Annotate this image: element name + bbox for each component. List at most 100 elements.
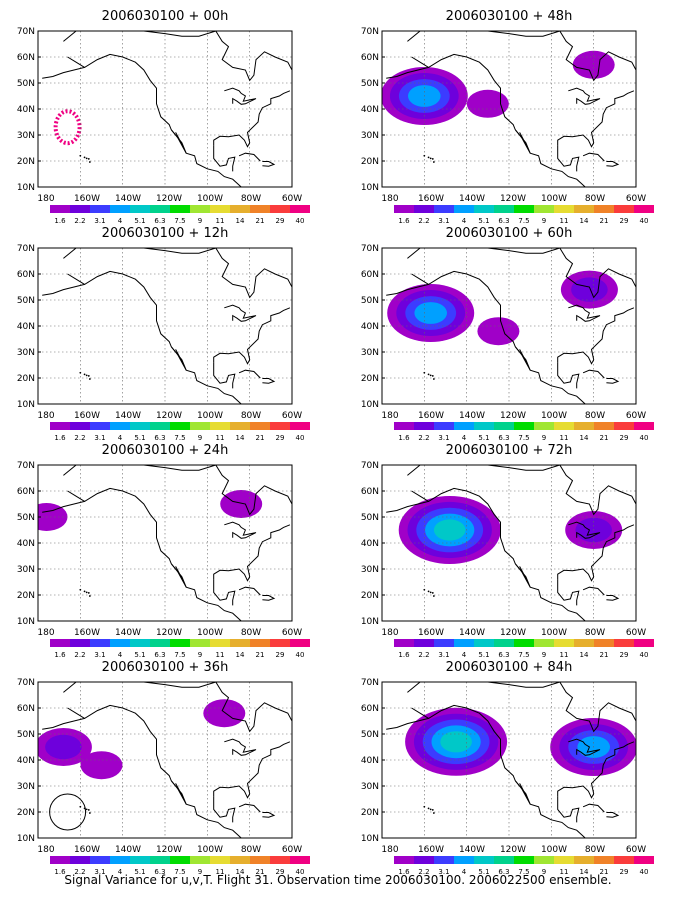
legend-swatch	[250, 639, 270, 647]
map-panel-7: 2006030100 + 84h 10N 20N 30N 40N 50N 60N 70N 180…	[361, 660, 654, 876]
legend-swatch	[514, 639, 534, 647]
legend-swatch	[90, 856, 110, 864]
legend-label: 2.2	[74, 651, 85, 659]
legend-swatch	[270, 422, 290, 430]
y-tick-label: 60N	[361, 270, 379, 280]
x-tick-label: 160W	[74, 194, 100, 204]
legend-label: 7.5	[174, 868, 185, 876]
legend-swatch	[594, 205, 614, 213]
y-tick-label: 40N	[361, 756, 379, 766]
legend-label: 11	[216, 868, 225, 876]
legend-label: 4	[462, 217, 467, 225]
y-tick-label: 70N	[361, 244, 379, 254]
map-area	[38, 248, 292, 404]
x-tick-label: 180	[381, 628, 398, 638]
legend-swatch	[574, 639, 594, 647]
p6-contour-line	[49, 793, 87, 831]
x-tick-label: 160W	[74, 845, 100, 855]
x-tick-label: 100W	[541, 628, 567, 638]
legend-label: 6.3	[498, 434, 509, 442]
signal-variance-field	[405, 707, 636, 776]
legend-label: 5.1	[478, 651, 489, 659]
y-tick-label: 30N	[17, 782, 35, 792]
legend-label: 40	[296, 434, 305, 442]
x-tick-label: 120W	[156, 411, 182, 421]
legend-swatch	[70, 639, 90, 647]
legend-swatch	[474, 422, 494, 430]
x-tick-label: 140W	[459, 411, 485, 421]
legend-label: 4	[462, 868, 467, 876]
legend-swatch	[50, 422, 70, 430]
legend-label: 29	[620, 217, 629, 225]
map-panel-3: 2006030100 + 60h 10N 20N 30N 40N 50N 60N 70N 180…	[361, 226, 654, 442]
map-content	[382, 248, 636, 404]
legend-swatch	[474, 639, 494, 647]
x-tick-label: 80W	[241, 194, 261, 204]
legend-label: 21	[256, 434, 265, 442]
legend-label: 40	[640, 217, 649, 225]
legend-label: 11	[560, 217, 569, 225]
y-tick-label: 70N	[361, 678, 379, 688]
y-tick-label: 60N	[17, 704, 35, 714]
y-tick-label: 20N	[361, 157, 379, 167]
legend-label: 11	[560, 651, 569, 659]
x-tick-label: 120W	[500, 194, 526, 204]
legend-swatch	[270, 205, 290, 213]
map-panel-6: 2006030100 + 36h 10N 20N 30N 40N 50N 60N 70N 180…	[17, 660, 310, 876]
x-tick-label: 60W	[626, 411, 646, 421]
x-tick-label: 120W	[156, 194, 182, 204]
p3-signal-2-level-2.2	[571, 277, 608, 302]
y-tick-label: 40N	[17, 539, 35, 549]
legend-label: 2.2	[74, 868, 85, 876]
legend-swatch	[110, 205, 130, 213]
p3-signal-0-level-4	[414, 302, 447, 324]
y-tick-label: 40N	[17, 756, 35, 766]
legend-swatch	[110, 422, 130, 430]
map-content	[38, 31, 292, 187]
legend-swatch	[230, 205, 250, 213]
x-tick-label: 80W	[241, 411, 261, 421]
legend-label: 3.1	[94, 868, 105, 876]
legend-swatch	[634, 205, 654, 213]
x-tick-label: 140W	[459, 194, 485, 204]
y-tick-label: 50N	[361, 730, 379, 740]
map-panel-2: 2006030100 + 12h 10N 20N 30N 40N 50N 60N 70N 180…	[17, 226, 310, 442]
p6-signal-1-level-1.6	[80, 751, 123, 780]
y-tick-label: 60N	[17, 487, 35, 497]
x-tick-label: 160W	[418, 628, 444, 638]
legend-label: 6.3	[154, 217, 165, 225]
coastlines	[42, 31, 292, 187]
legend-label: 5.1	[134, 217, 145, 225]
legend-label: 14	[580, 434, 589, 442]
legend-label: 3.1	[94, 651, 105, 659]
legend-label: 40	[640, 651, 649, 659]
legend-label: 7.5	[174, 434, 185, 442]
legend-label: 29	[276, 434, 285, 442]
legend-swatch	[634, 856, 654, 864]
legend-swatch	[70, 422, 90, 430]
legend-swatch	[70, 205, 90, 213]
p5-signal-0-level-5.1	[433, 519, 466, 541]
coastlines	[42, 248, 292, 404]
panel-title: 2006030100 + 72h	[446, 443, 573, 458]
legend-label: 6.3	[154, 434, 165, 442]
legend-swatch	[554, 422, 574, 430]
y-tick-label: 20N	[17, 157, 35, 167]
legend-swatch	[50, 856, 70, 864]
legend-label: 9	[542, 651, 546, 659]
y-tick-label: 50N	[361, 79, 379, 89]
x-tick-label: 180	[37, 628, 54, 638]
y-tick-label: 40N	[17, 322, 35, 332]
legend-label: 7.5	[518, 217, 529, 225]
coastlines	[386, 248, 636, 404]
legend-swatch	[90, 205, 110, 213]
legend-swatch	[170, 422, 190, 430]
x-tick-label: 100W	[541, 411, 567, 421]
legend-swatch	[130, 856, 150, 864]
legend-swatch	[290, 639, 310, 647]
legend-swatch	[210, 422, 230, 430]
legend-swatch	[130, 639, 150, 647]
y-tick-label: 60N	[17, 53, 35, 63]
panel-title: 2006030100 + 60h	[446, 226, 573, 241]
legend-label: 40	[296, 651, 305, 659]
